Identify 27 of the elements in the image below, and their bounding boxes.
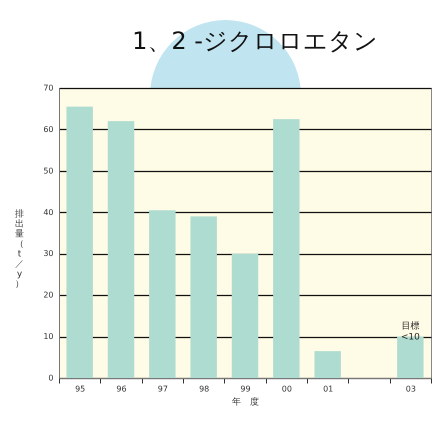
x-tick-label: 03 xyxy=(406,384,416,394)
x-tick-label: 96 xyxy=(116,384,127,394)
y-tick-label: 70 xyxy=(43,84,54,92)
bar xyxy=(273,119,300,378)
bar xyxy=(66,106,93,378)
x-tick-label: 01 xyxy=(323,384,334,394)
y-tick-label: 20 xyxy=(43,290,54,300)
chart-title: 1、2 -ジクロロエタン xyxy=(132,27,378,55)
y-tick-label: 10 xyxy=(43,332,54,342)
bar xyxy=(108,121,134,378)
x-tick-label: 97 xyxy=(158,384,168,394)
y-tick-label: 50 xyxy=(43,166,54,176)
x-tick-label: 99 xyxy=(240,384,251,394)
y-tick-label: 40 xyxy=(43,208,54,217)
x-axis-title: 年 度 xyxy=(232,396,259,408)
x-tick-label: 95 xyxy=(75,384,86,394)
bar xyxy=(314,351,341,378)
annotation: 目標 <10 xyxy=(400,320,420,343)
x-tick-label: 00 xyxy=(282,384,292,394)
y-axis-title: 排出量（t／y） xyxy=(15,208,24,290)
x-tick-label: 98 xyxy=(199,384,210,394)
y-tick-label: 0 xyxy=(48,374,54,382)
bar xyxy=(149,210,176,378)
y-tick-label: 30 xyxy=(43,249,54,258)
bar xyxy=(190,216,217,378)
y-tick-label: 60 xyxy=(43,124,54,134)
bar xyxy=(232,254,258,378)
